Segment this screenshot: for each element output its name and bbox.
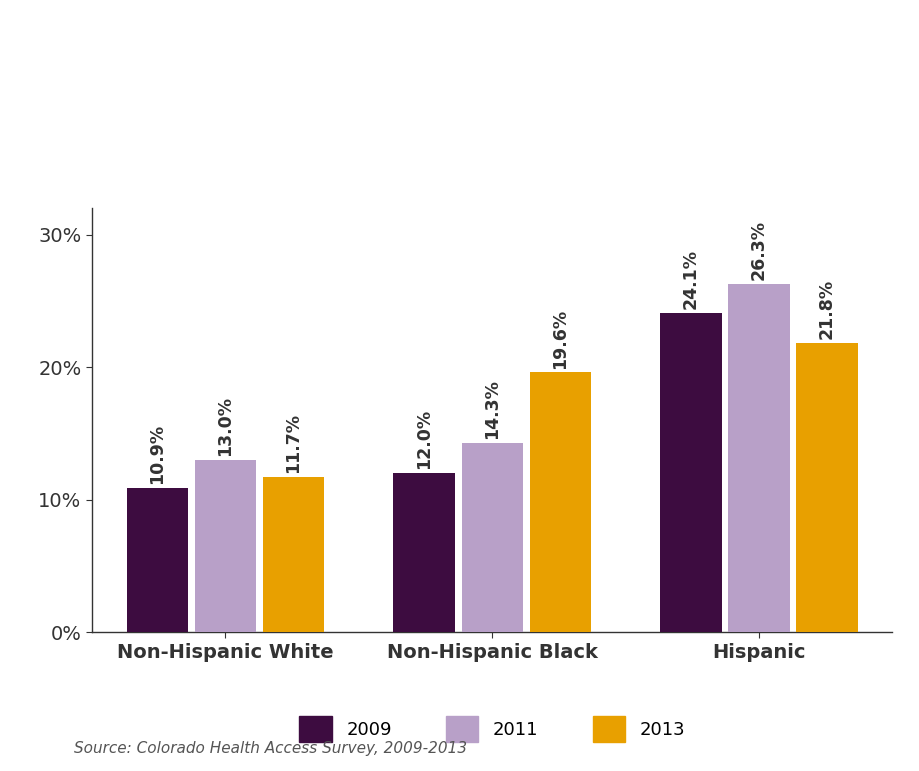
Bar	[263, 477, 323, 632]
Bar	[529, 372, 590, 632]
Bar	[461, 443, 522, 632]
Text: 14.3%: 14.3%	[482, 379, 501, 439]
Text: Uninsured Rates by Race/Ethnicity,
Colorado 2009-2013: Uninsured Rates by Race/Ethnicity, Color…	[116, 80, 610, 136]
Text: 26.3%: 26.3%	[749, 220, 767, 280]
Text: Source: Colorado Health Access Survey, 2009-2013: Source: Colorado Health Access Survey, 2…	[74, 741, 466, 756]
Bar	[393, 473, 454, 632]
Text: 12.0%: 12.0%	[414, 409, 433, 470]
Bar	[728, 284, 789, 632]
Legend: 2009, 2011, 2013: 2009, 2011, 2013	[299, 716, 685, 742]
Bar	[796, 343, 857, 632]
Text: 10.9%: 10.9%	[148, 424, 166, 484]
Text: 11.7%: 11.7%	[284, 413, 302, 473]
Text: 19.6%: 19.6%	[550, 308, 569, 369]
Text: 21.8%: 21.8%	[817, 279, 835, 339]
Text: 24.1%: 24.1%	[681, 249, 699, 309]
Text: 13.0%: 13.0%	[216, 396, 234, 456]
Bar	[195, 460, 255, 632]
Bar	[660, 313, 720, 632]
Bar	[127, 488, 187, 632]
